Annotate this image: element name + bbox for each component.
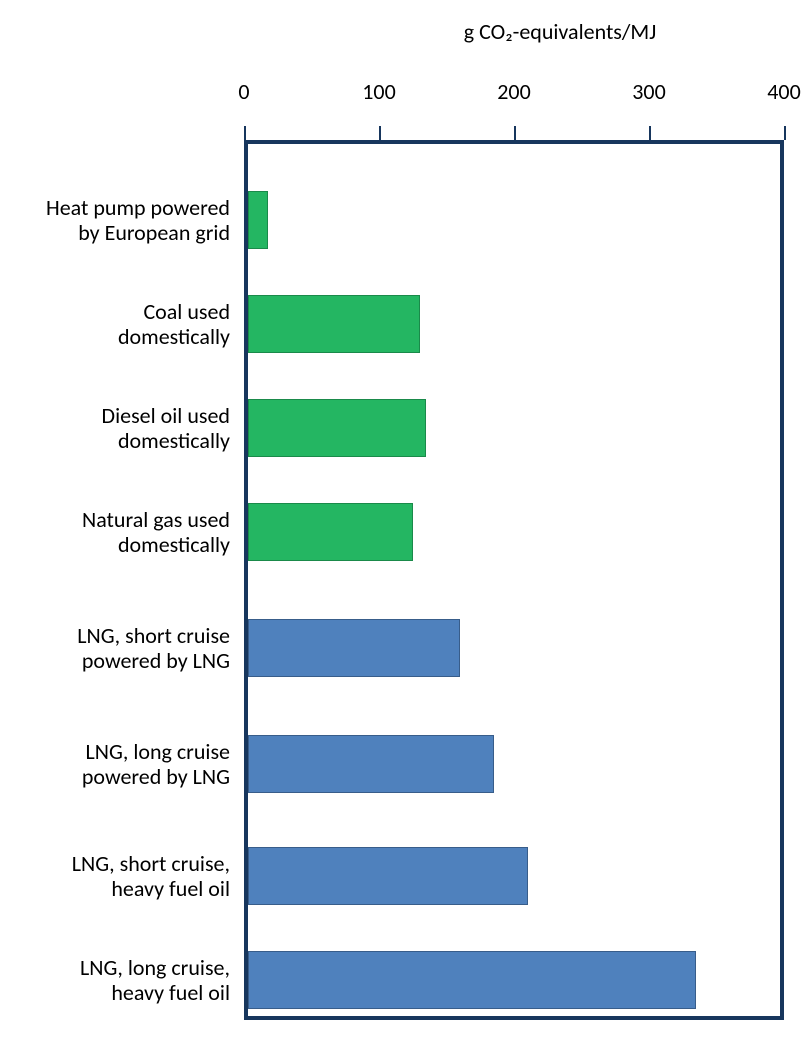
bar [248, 399, 426, 457]
x-tick-mark [244, 126, 246, 140]
category-label: Heat pump poweredby European grid [0, 195, 230, 246]
category-label: Coal useddomestically [0, 299, 230, 350]
x-tick-label: 0 [238, 78, 249, 105]
bar [248, 735, 494, 793]
x-tick-label: 400 [767, 78, 800, 105]
category-label: LNG, long cruise,heavy fuel oil [0, 955, 230, 1006]
bar [248, 619, 460, 677]
x-tick-mark [379, 126, 381, 140]
bar [248, 847, 528, 905]
category-label: LNG, long cruisepowered by LNG [0, 739, 230, 790]
category-label: Natural gas useddomestically [0, 507, 230, 558]
bar [248, 951, 696, 1009]
category-label: LNG, short cruise,heavy fuel oil [0, 851, 230, 902]
bar [248, 295, 420, 353]
category-label: LNG, short cruisepowered by LNG [0, 623, 230, 674]
co2-equivalents-chart: g CO₂-equivalents/MJ 0 100 200 300 400 Heat … [0, 0, 812, 1056]
category-label: Diesel oil useddomestically [0, 403, 230, 454]
x-axis-title: g CO₂-equivalents/MJ [360, 18, 760, 45]
x-tick-label: 300 [632, 78, 665, 105]
x-tick-mark [649, 126, 651, 140]
x-tick-label: 200 [497, 78, 530, 105]
bar [248, 503, 413, 561]
x-tick-mark [784, 126, 786, 140]
x-tick-mark [514, 126, 516, 140]
x-tick-label: 100 [362, 78, 395, 105]
bar [248, 191, 268, 249]
